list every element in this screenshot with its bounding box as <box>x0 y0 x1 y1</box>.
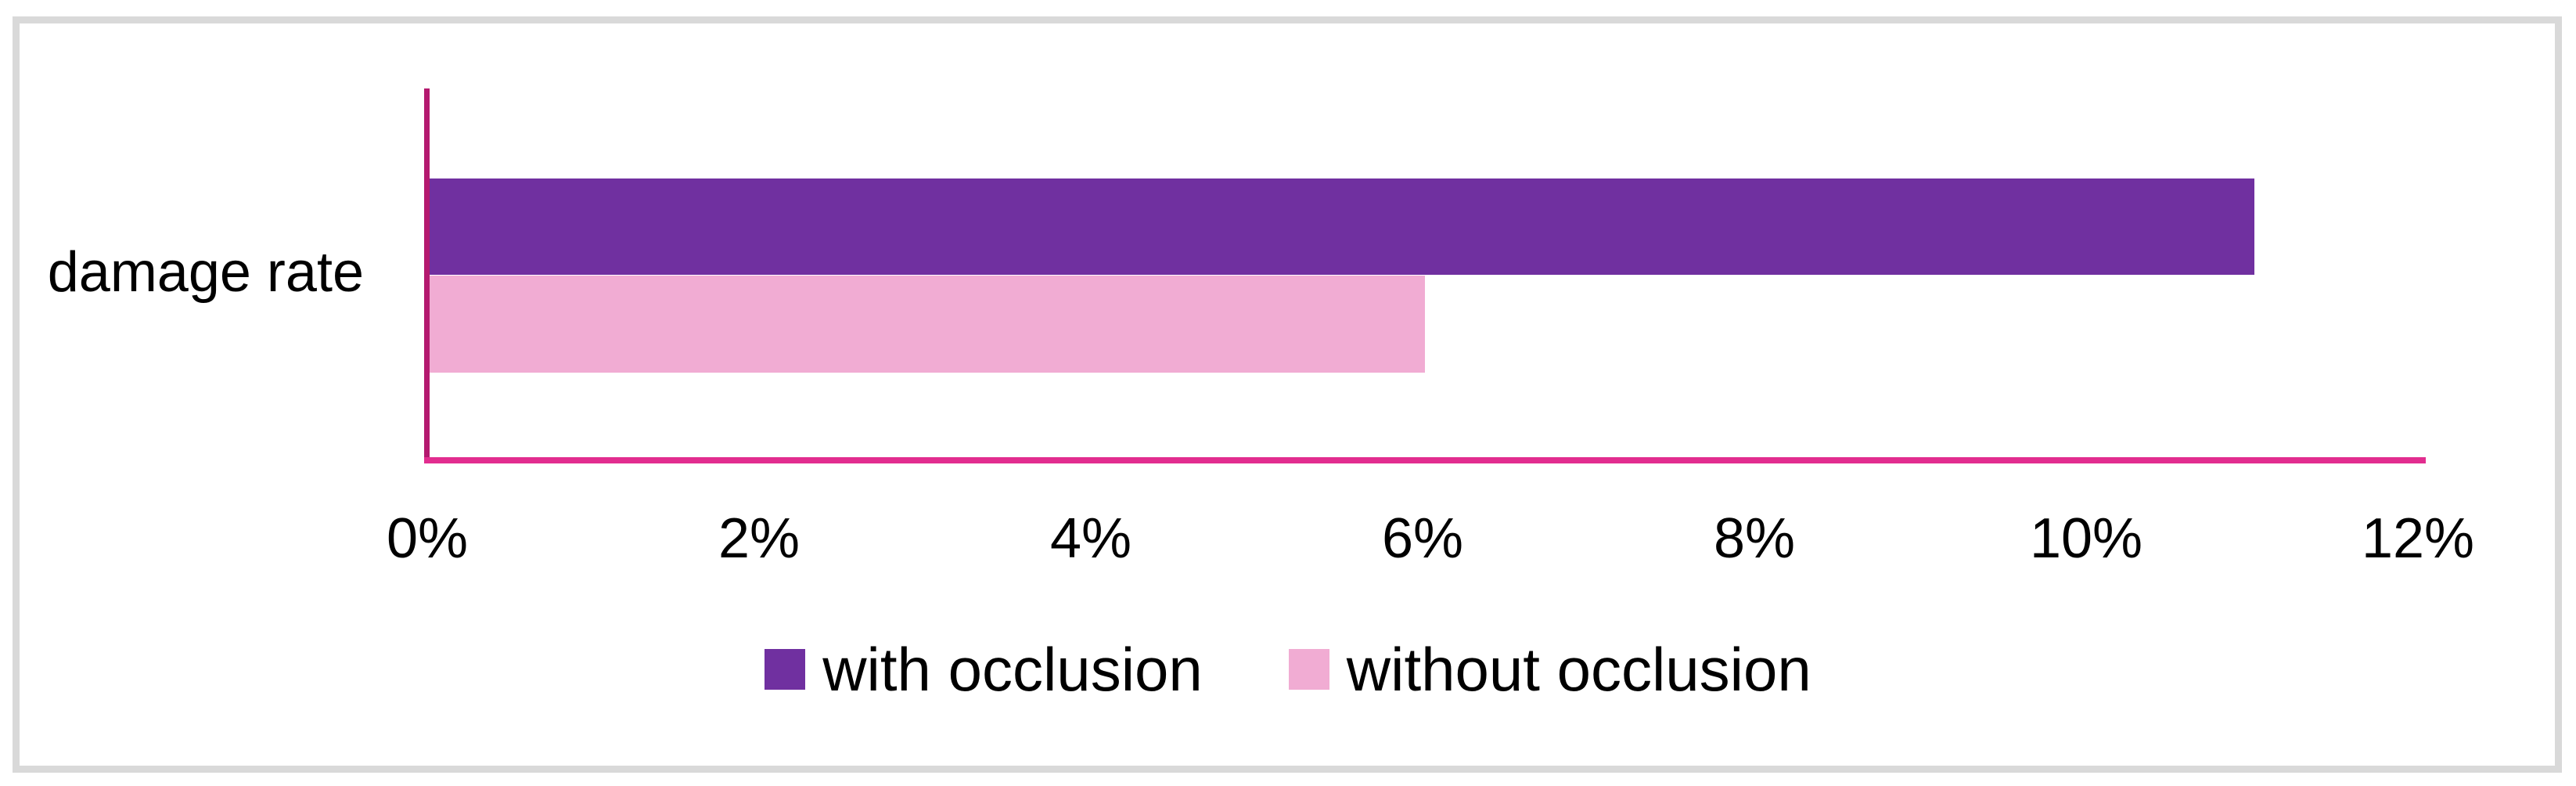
legend-item: without occlusion <box>1288 635 1811 704</box>
x-axis-line <box>424 457 2426 463</box>
x-tick-label: 10% <box>2029 507 2143 570</box>
x-tick-label: 2% <box>718 507 801 570</box>
x-tick-label: 0% <box>386 507 469 570</box>
legend-item: with occlusion <box>765 639 1203 700</box>
category-label: damage rate <box>47 241 364 304</box>
legend-swatch-icon <box>1288 649 1329 690</box>
y-axis-line <box>424 88 430 463</box>
x-tick-label: 12% <box>2361 507 2475 570</box>
legend-label: with occlusion <box>822 635 1203 704</box>
x-tick-label: 8% <box>1713 507 1796 570</box>
x-tick-label: 6% <box>1381 507 1464 570</box>
bar-with-occlusion <box>430 178 2254 275</box>
bar-without-occlusion <box>430 276 1425 373</box>
legend-label: without occlusion <box>1346 635 1811 704</box>
legend: with occlusion without occlusion <box>0 626 2576 712</box>
legend-swatch-icon <box>765 649 806 690</box>
x-tick-label: 4% <box>1049 507 1132 570</box>
chart-border <box>13 16 2562 773</box>
